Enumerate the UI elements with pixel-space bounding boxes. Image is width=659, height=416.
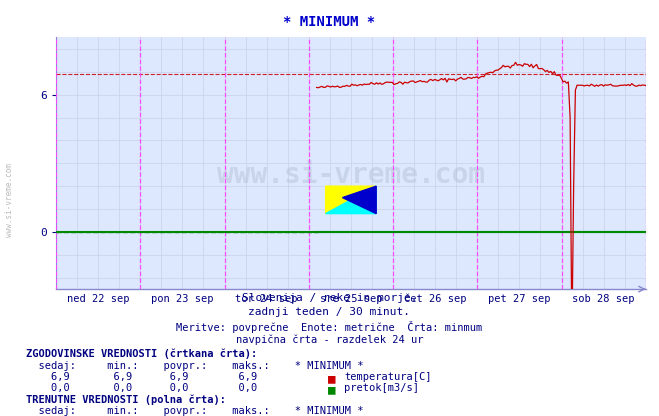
Text: Slovenija / reke in morje.: Slovenija / reke in morje.	[242, 293, 417, 303]
Polygon shape	[343, 186, 376, 214]
Text: pretok[m3/s]: pretok[m3/s]	[344, 383, 419, 393]
Polygon shape	[326, 186, 376, 214]
Text: * MINIMUM *: * MINIMUM *	[283, 15, 376, 29]
Text: TRENUTNE VREDNOSTI (polna črta):: TRENUTNE VREDNOSTI (polna črta):	[26, 394, 226, 405]
Text: Meritve: povprečne  Enote: metrične  Črta: minmum: Meritve: povprečne Enote: metrične Črta:…	[177, 321, 482, 333]
Text: ■: ■	[328, 383, 335, 396]
Text: navpična črta - razdelek 24 ur: navpična črta - razdelek 24 ur	[236, 334, 423, 345]
Text: ■: ■	[328, 372, 335, 385]
Text: www.si-vreme.com: www.si-vreme.com	[217, 161, 485, 189]
Text: ZGODOVINSKE VREDNOSTI (črtkana črta):: ZGODOVINSKE VREDNOSTI (črtkana črta):	[26, 349, 258, 359]
Text: www.si-vreme.com: www.si-vreme.com	[5, 163, 14, 237]
Text: sedaj:     min.:    povpr.:    maks.:    * MINIMUM *: sedaj: min.: povpr.: maks.: * MINIMUM *	[26, 406, 364, 416]
Text: sedaj:     min.:    povpr.:    maks.:    * MINIMUM *: sedaj: min.: povpr.: maks.: * MINIMUM *	[26, 361, 364, 371]
Polygon shape	[326, 186, 376, 214]
Text: 6,9       6,9      6,9        6,9: 6,9 6,9 6,9 6,9	[26, 372, 258, 382]
Text: 0,0       0,0      0,0        0,0: 0,0 0,0 0,0 0,0	[26, 383, 258, 393]
Text: temperatura[C]: temperatura[C]	[344, 372, 432, 382]
Text: zadnji teden / 30 minut.: zadnji teden / 30 minut.	[248, 307, 411, 317]
